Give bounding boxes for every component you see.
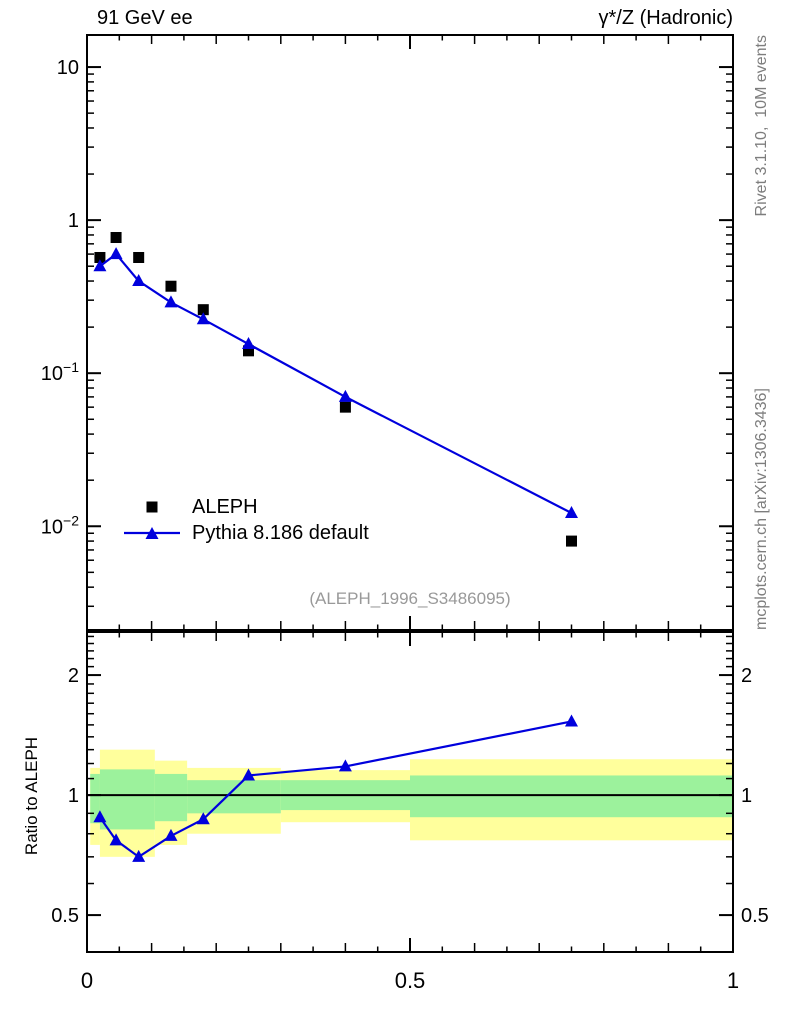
data-point-triangle xyxy=(338,759,352,772)
data-point-triangle xyxy=(196,312,210,325)
y-tick-label: 10−2 xyxy=(41,512,79,538)
data-point-triangle xyxy=(145,527,159,539)
x-tick-label: 0.5 xyxy=(395,968,426,993)
data-point-triangle xyxy=(109,247,123,260)
data-point-square xyxy=(94,251,106,263)
data-point-triangle xyxy=(565,714,578,727)
plot-title-left: 91 GeV ee xyxy=(97,7,193,29)
data-point-square xyxy=(165,280,177,292)
data-point-square xyxy=(339,401,351,413)
x-tick-label: 0 xyxy=(81,968,93,993)
series-line-pythia-8-186-default xyxy=(99,252,573,515)
mcplots-arxiv-note: mcplots.cern.ch [arXiv:1306.3436] xyxy=(753,388,770,630)
y-tick-label: 1 xyxy=(68,210,79,232)
aleph-square-marker-icon xyxy=(146,501,158,513)
pythia-line-triangle-marker-icon xyxy=(124,527,180,539)
ratio-tick-label-left: 2 xyxy=(68,665,79,687)
data-point-triangle xyxy=(242,337,255,350)
y-tick-label: 10 xyxy=(57,57,79,79)
data-point-triangle xyxy=(196,812,210,825)
analysis-id-watermark: (ALEPH_1996_S3486095) xyxy=(309,589,511,608)
uncertainty-band-inner xyxy=(410,775,733,818)
data-point-triangle xyxy=(132,849,146,862)
rivet-version-note: Rivet 3.1.10, 10M events xyxy=(753,35,770,217)
ratio-tick-label-left: 0.5 xyxy=(51,905,79,927)
data-point-square xyxy=(566,535,577,547)
data-point-triangle xyxy=(132,274,146,287)
plot-title-right: γ*/Z (Hadronic) xyxy=(598,7,733,29)
data-point-square xyxy=(133,251,145,263)
data-point-triangle xyxy=(338,389,352,402)
data-point-triangle xyxy=(164,295,178,308)
ratio-tick-label-right: 1 xyxy=(741,785,752,807)
data-point-triangle xyxy=(565,506,578,519)
data-point-triangle xyxy=(93,259,107,272)
legend-label-aleph: ALEPH xyxy=(192,495,258,518)
data-point-square xyxy=(243,345,254,357)
legend: ALEPH Pythia 8.186 default xyxy=(124,494,369,546)
uncertainty-band-inner xyxy=(90,773,100,824)
ratio-axis-label: Ratio to ALEPH xyxy=(22,736,41,856)
data-point-square xyxy=(197,304,209,316)
ratio-tick-label-right: 2 xyxy=(741,665,752,687)
data-point-triangle xyxy=(109,833,123,846)
data-point-triangle xyxy=(242,768,255,781)
legend-item-aleph: ALEPH xyxy=(124,494,369,520)
data-point-square xyxy=(146,501,158,513)
uncertainty-band-inner xyxy=(154,773,188,822)
legend-label-pythia: Pythia 8.186 default xyxy=(192,521,369,544)
data-point-triangle xyxy=(93,810,107,823)
uncertainty-band-inner xyxy=(187,780,281,814)
data-point-square xyxy=(110,232,122,244)
ratio-tick-label-right: 0.5 xyxy=(741,905,769,927)
uncertainty-band-inner xyxy=(99,769,155,830)
y-tick-label: 10−1 xyxy=(41,359,79,385)
data-point-triangle xyxy=(164,828,178,841)
ratio-tick-label-left: 1 xyxy=(68,785,79,807)
legend-item-pythia: Pythia 8.186 default xyxy=(124,520,369,546)
x-tick-label: 1 xyxy=(727,968,739,993)
